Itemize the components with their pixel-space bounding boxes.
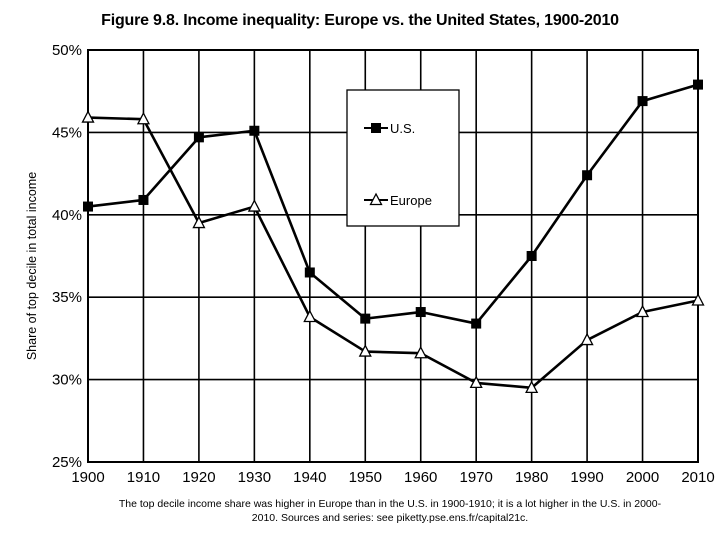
data-point-europe (635, 304, 650, 318)
plot-frame (87, 49, 699, 463)
x-tick-label: 1940 (293, 469, 326, 486)
y-axis-label: Share of top decile in total income (25, 172, 39, 360)
data-point-us (360, 313, 371, 324)
legend-box (346, 89, 460, 227)
data-point-europe (691, 293, 705, 306)
legend: U.S. Europe (346, 89, 460, 227)
legend-marker-us (371, 123, 381, 133)
y-tick-label: 35% (52, 289, 82, 306)
data-point-us (83, 201, 93, 212)
x-tick-label: 1930 (238, 469, 271, 486)
data-point-us (693, 79, 703, 90)
data-point-us (193, 132, 204, 143)
data-point-europe (580, 332, 594, 346)
legend-marker-europe (369, 192, 383, 206)
data-point-us (138, 194, 149, 205)
data-point-us (249, 125, 260, 136)
y-tick-label: 40% (52, 207, 82, 224)
chart-title: Figure 9.8. Income inequality: Europe vs… (101, 12, 619, 29)
data-point-us (637, 96, 648, 107)
x-tick-label: 1920 (182, 469, 215, 486)
data-point-us (415, 307, 426, 318)
legend-label-us: U.S. (390, 121, 415, 136)
data-point-europe (136, 111, 151, 125)
data-point-us (582, 170, 593, 181)
chart-caption: The top decile income share was higher i… (118, 498, 662, 524)
x-tick-label: 1990 (570, 469, 603, 486)
x-tick-label: 2000 (626, 469, 659, 486)
y-tick-label: 25% (52, 454, 82, 471)
y-tick-label: 30% (52, 372, 82, 389)
data-point-europe (525, 380, 539, 393)
series-line-us (87, 83, 699, 325)
data-point-us (304, 267, 315, 278)
series-line-europe (87, 116, 699, 390)
data-point-europe (414, 345, 428, 359)
x-tick-label: 1950 (349, 469, 382, 486)
x-tick-label: 2010 (681, 469, 714, 486)
series (81, 79, 705, 393)
data-point-us (526, 251, 537, 261)
data-point-europe (469, 375, 483, 389)
legend-label-europe: Europe (390, 193, 432, 208)
data-point-europe (358, 344, 372, 357)
data-point-europe (303, 309, 317, 323)
x-tick-label: 1960 (404, 469, 437, 486)
y-tick-label: 45% (52, 124, 82, 141)
y-tick-label: 50% (52, 42, 82, 59)
x-tick-label: 1900 (71, 469, 104, 486)
x-tick-label: 1970 (459, 469, 492, 486)
x-tick-label: 1980 (515, 469, 548, 486)
data-point-europe (247, 199, 261, 212)
data-point-us (471, 318, 482, 329)
axes: 25% 30% 35% 40% 45% 50% 1900 1910 1920 1930 1940 19… (25, 42, 715, 486)
x-tick-label: 1910 (127, 469, 160, 486)
data-point-europe (81, 110, 95, 123)
data-point-europe (192, 215, 206, 229)
